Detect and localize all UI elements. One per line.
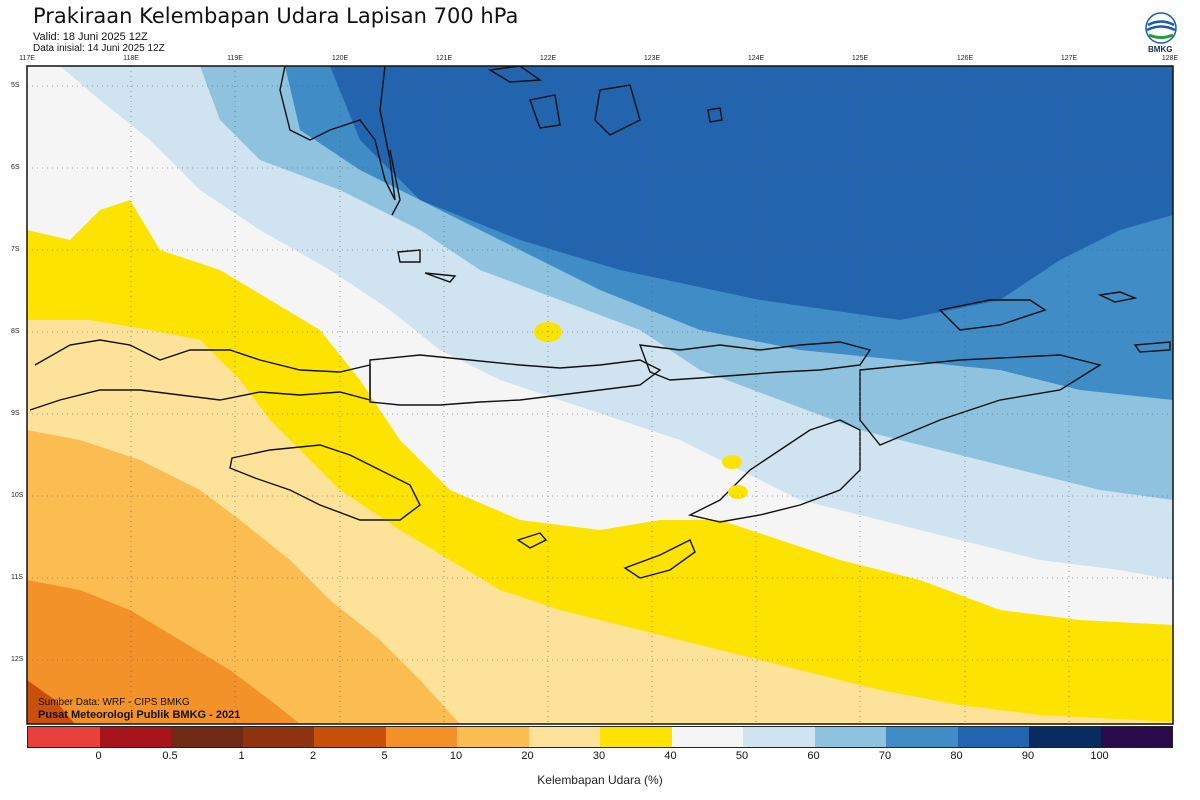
small-isle-4 — [594, 84, 641, 136]
colorbar-tick-label: 100 — [1090, 750, 1109, 762]
colorbar-cell — [99, 727, 171, 747]
lat-label: 6S — [11, 164, 20, 171]
lon-label: 125E — [851, 55, 869, 62]
colorbar-tick-label: 1 — [238, 750, 245, 762]
lat-label: 10S — [11, 492, 24, 499]
map-frame — [26, 65, 1174, 725]
colorbar-tick-label: 5 — [381, 750, 388, 762]
colorbar-tick-label: 60 — [807, 750, 820, 762]
colorbar-tick-label: 0.5 — [162, 750, 178, 762]
colorbar-cell — [814, 727, 886, 747]
humidity-blob-2 — [722, 455, 742, 469]
colorbar-tick-label: 90 — [1021, 750, 1035, 762]
lon-label: 122E — [539, 55, 557, 62]
lat-label: 7S — [11, 246, 20, 253]
alor-wetar-outline — [638, 341, 872, 381]
small-isle-6 — [1133, 341, 1171, 353]
lon-label: 124E — [747, 55, 765, 62]
colorbar-tick-label: 2 — [309, 750, 317, 762]
humidity-blob-3 — [728, 485, 748, 499]
band-5-10 — [27, 580, 300, 724]
lat-label: 9S — [11, 410, 20, 417]
selayar-outline — [389, 149, 401, 216]
colorbar-cell — [1029, 727, 1101, 747]
timor-outline — [687, 419, 861, 523]
colorbar-tick-label: 70 — [878, 750, 892, 762]
colorbar-cell — [886, 727, 958, 747]
colorbar-cell — [1100, 727, 1172, 747]
lon-label: 127E — [1060, 55, 1078, 62]
lon-label: 118E — [123, 55, 139, 62]
sawu-outline — [516, 532, 548, 549]
band-2-5 — [27, 680, 75, 724]
map-title: Prakiraan Kelembapan Udara Lapisan 700 h… — [33, 4, 519, 28]
valid-time: Valid: 18 Juni 2025 12Z — [33, 31, 148, 43]
lon-label: 117E — [19, 55, 35, 62]
lon-label: 123E — [643, 55, 661, 62]
bmkg-logo-icon — [1145, 12, 1177, 44]
lat-label: 11S — [11, 574, 23, 581]
colorbar-cell — [957, 727, 1029, 747]
lon-label: 128E — [1161, 55, 1179, 62]
lon-label: 126E — [956, 55, 974, 62]
lat-label: 5S — [11, 82, 20, 89]
colorbar-title: Kelembapan Udara (%) — [537, 773, 663, 787]
colorbar-cell — [457, 727, 529, 747]
lat-label: 12S — [11, 656, 24, 663]
tanimbar-outline — [938, 299, 1047, 331]
producer-credit: Pusat Meteorologi Publik BMKG - 2021 — [38, 709, 241, 721]
small-isle-1 — [397, 249, 421, 263]
colorbar-tick-label: 80 — [950, 750, 963, 762]
small-isle-8 — [487, 66, 543, 83]
colorbar-tick-label: 0 — [95, 750, 102, 762]
lon-label: 120E — [331, 55, 349, 62]
colorbar-cell — [385, 727, 457, 747]
small-isle-3 — [529, 94, 561, 129]
banda-outline — [859, 354, 1102, 446]
small-isle-5 — [707, 107, 723, 123]
colorbar-cell — [528, 727, 600, 747]
colorbar-cell — [28, 727, 100, 747]
colorbar-cell — [314, 727, 386, 747]
colorbar-tick-label: 10 — [449, 750, 463, 762]
lon-label: 119E — [227, 55, 243, 62]
colorbar-tick-label: 20 — [521, 750, 534, 762]
colorbar-cell — [171, 727, 243, 747]
colorbar-cell — [600, 727, 672, 747]
colorbar — [27, 726, 1173, 748]
graticule — [27, 66, 1173, 724]
lat-label: 8S — [11, 328, 20, 335]
logo-text: BMKG — [1148, 45, 1173, 54]
sulawesi-outline — [279, 66, 396, 201]
lon-label: 121E — [435, 55, 453, 62]
colorbar-tick-label: 30 — [592, 750, 606, 762]
data-source: Sumber Data: WRF - CIPS BMKG — [38, 697, 190, 708]
sumba-outline — [229, 444, 421, 521]
colorbar-cell — [743, 727, 815, 747]
coastlines — [29, 66, 1171, 579]
initial-time: Data inisial: 14 Juni 2025 12Z — [33, 43, 165, 54]
small-isle-2 — [424, 272, 457, 283]
colorbar-cell — [671, 727, 743, 747]
rote-outline — [623, 539, 696, 579]
colorbar-tick-label: 40 — [664, 750, 677, 762]
colorbar-tick-label: 50 — [735, 750, 749, 762]
small-isle-7 — [1097, 291, 1138, 303]
colorbar-cell — [242, 727, 314, 747]
flores-outline — [369, 354, 662, 406]
